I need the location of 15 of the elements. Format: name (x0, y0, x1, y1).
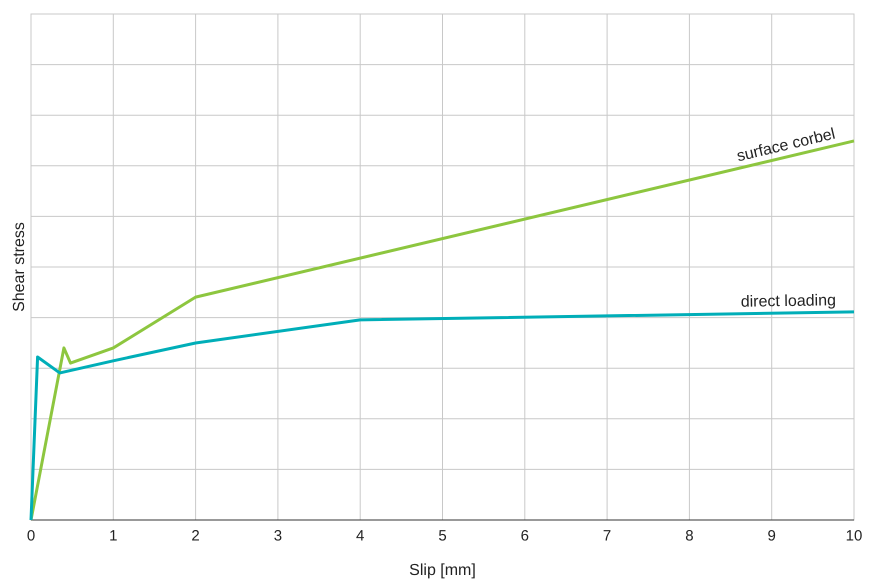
x-tick-label: 10 (846, 528, 862, 545)
series-label: direct loading (740, 292, 836, 311)
x-tick-label: 4 (356, 528, 364, 545)
y-axis-title: Shear stress (11, 222, 28, 312)
x-tick-label: 8 (685, 528, 694, 545)
x-tick-label: 7 (602, 528, 612, 545)
x-tick-label: 6 (520, 528, 529, 545)
x-tick-label: 3 (274, 528, 282, 545)
x-tick-label: 0 (26, 528, 36, 545)
x-tick-label: 5 (438, 528, 447, 545)
x-tick-label: 2 (191, 528, 200, 545)
x-axis-title: Slip [mm] (409, 562, 476, 579)
x-tick-label: 1 (109, 528, 118, 545)
x-tick-label: 9 (768, 528, 776, 545)
text: surface corbel (735, 126, 837, 166)
